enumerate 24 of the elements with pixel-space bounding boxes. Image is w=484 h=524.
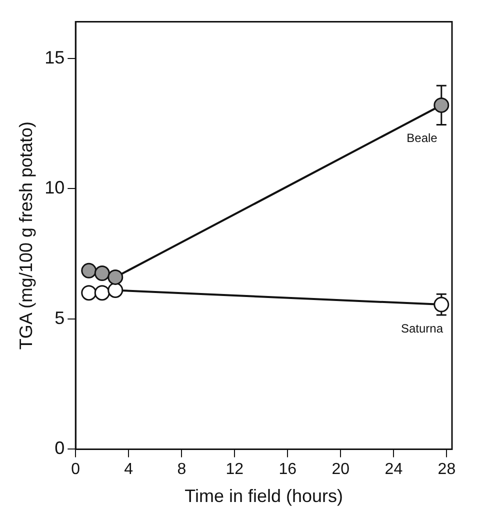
point bbox=[94, 266, 110, 282]
y-tick-label: 15 bbox=[44, 47, 65, 68]
series-label: Saturna bbox=[400, 321, 444, 336]
x-tick-label: 20 bbox=[332, 461, 350, 478]
point bbox=[81, 262, 97, 278]
x-tick-label: 0 bbox=[71, 461, 80, 478]
x-tick-label: 16 bbox=[278, 461, 297, 478]
y-axis-title: TGA (mg/100 g fresh potato) bbox=[16, 121, 36, 350]
point bbox=[434, 97, 450, 113]
y-tick-label: 5 bbox=[54, 308, 65, 328]
y-tick-label: 10 bbox=[44, 178, 65, 198]
x-tick-label: 4 bbox=[124, 461, 134, 478]
point bbox=[108, 269, 124, 285]
series-label: Beale bbox=[406, 131, 438, 146]
x-tick-label: 12 bbox=[226, 461, 244, 478]
x-tick-label: 28 bbox=[438, 461, 456, 478]
point bbox=[81, 285, 97, 301]
point bbox=[94, 285, 110, 301]
x-tick-label: 24 bbox=[384, 461, 403, 478]
y-tick-label: 0 bbox=[54, 438, 65, 458]
x-tick-label: 8 bbox=[177, 461, 186, 478]
x-axis-title: Time in field (hours) bbox=[184, 486, 344, 506]
point bbox=[108, 282, 124, 298]
point bbox=[434, 296, 450, 312]
